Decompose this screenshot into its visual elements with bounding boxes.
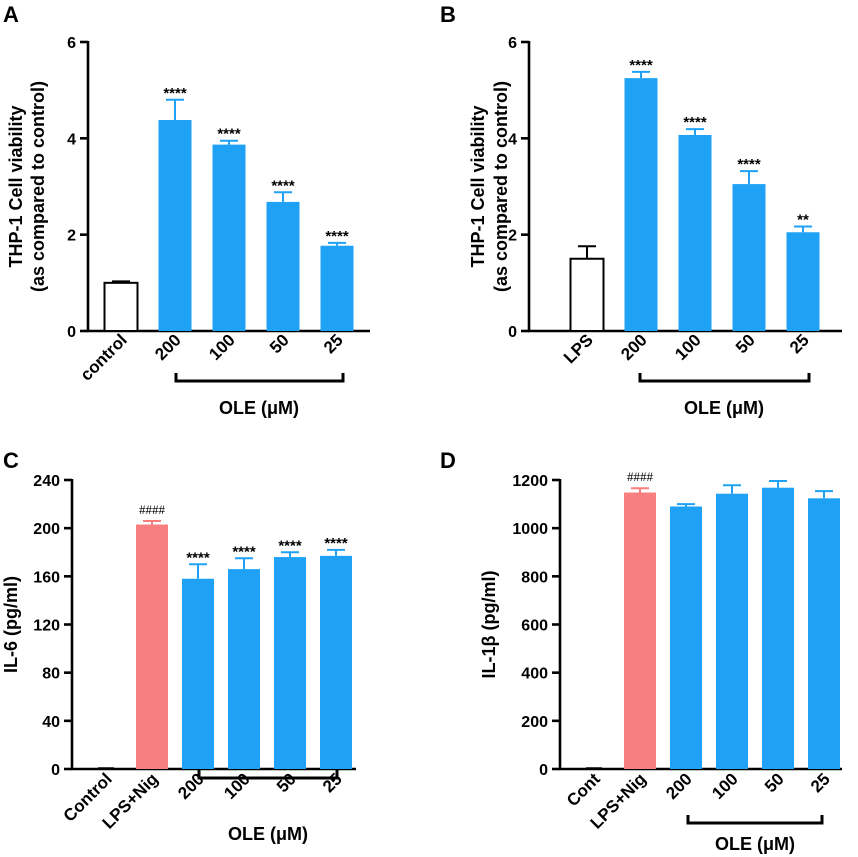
bar [274, 557, 306, 769]
y-tick-label: 0 [508, 324, 517, 341]
panel-letter-b: B [440, 2, 456, 27]
significance-label: **** [232, 543, 256, 560]
x-category-label: 50 [761, 769, 788, 796]
significance-label: ** [797, 211, 809, 228]
x-category-label: 100 [708, 769, 741, 802]
bar [624, 78, 658, 331]
group-label: OLE (μM) [684, 398, 764, 418]
y-tick-label: 4 [67, 131, 76, 148]
group-bracket [197, 770, 339, 780]
x-category-label: 25 [320, 330, 347, 357]
x-category-label: 50 [266, 330, 293, 357]
y-tick-label: 6 [67, 35, 76, 52]
y-tick-label: 200 [521, 714, 548, 731]
significance-label: **** [325, 228, 349, 245]
y-tick-label: 6 [508, 35, 517, 52]
y-tick-label: 160 [33, 569, 60, 586]
bar [182, 578, 214, 769]
chart-panel-b: 0 2 4 6 THP-1 Cell viability (as compared to … [468, 35, 842, 418]
x-category-label: 200 [151, 330, 184, 363]
y-tick-label: 4 [508, 131, 517, 148]
x-category-label: 200 [617, 330, 650, 363]
significance-label: **** [629, 57, 653, 74]
bar [569, 257, 605, 332]
x-category-label: 50 [273, 769, 300, 796]
y-axis-label-line2: (as compared to control) [28, 81, 48, 292]
group-label: OLE (μM) [228, 824, 308, 844]
bar [266, 201, 300, 331]
chart-panel-a: 0 2 4 6 THP-1 Cell viability (as compared to … [6, 35, 370, 418]
bar [678, 134, 712, 331]
bar [808, 498, 840, 769]
y-tick-label: 800 [521, 569, 548, 586]
y-tick-label: 80 [42, 666, 60, 683]
bar [762, 487, 794, 769]
significance-label: #### [627, 469, 654, 484]
bar [103, 281, 139, 333]
group-label: OLE (μM) [715, 834, 795, 854]
y-axis-label: IL-1β (pg/ml) [479, 571, 499, 679]
y-tick-label: 2 [508, 228, 517, 245]
y-tick-label: 0 [67, 324, 76, 341]
y-tick-label: 120 [33, 618, 60, 635]
significance-label: **** [186, 549, 210, 566]
y-tick-label: 1000 [512, 521, 548, 538]
significance-label: #### [139, 502, 166, 517]
significance-label: **** [737, 156, 761, 173]
y-tick-label: 600 [521, 618, 548, 635]
group-bracket [638, 373, 811, 383]
bar [716, 493, 748, 769]
bar [158, 120, 192, 331]
y-tick-label: 2 [67, 228, 76, 245]
group-bracket [686, 815, 824, 825]
significance-label: **** [217, 126, 241, 143]
significance-label: **** [278, 537, 302, 554]
y-tick-label: 0 [51, 762, 60, 779]
y-axis-label: THP-1 Cell viability [6, 105, 26, 267]
bar [320, 555, 352, 769]
group-bracket [174, 373, 345, 383]
chart-panel-d: 0 200 400 600 800 1000 1200 IL-1β (pg/ml) Cont ##… [479, 469, 842, 854]
x-category-label: 25 [807, 769, 834, 796]
y-tick-label: 40 [42, 714, 60, 731]
panel-letter-d: D [440, 448, 456, 473]
y-axis-label-line2: (as compared to control) [491, 81, 511, 292]
y-tick-label: 240 [33, 473, 60, 490]
bar [786, 232, 820, 331]
bar [624, 492, 656, 769]
group-label: OLE (μM) [219, 398, 299, 418]
x-category-label: Cont [563, 769, 604, 810]
significance-label: **** [163, 85, 187, 102]
bar [670, 506, 702, 769]
x-category-label: 50 [732, 330, 759, 357]
x-category-label: 100 [671, 330, 704, 363]
y-tick-label: 1200 [512, 473, 548, 490]
x-category-label: 25 [319, 769, 346, 796]
bar [732, 184, 766, 331]
y-axis-label: THP-1 Cell viability [468, 105, 488, 267]
significance-label: **** [324, 535, 348, 552]
bar [136, 524, 168, 769]
x-category-label: LPS [560, 330, 597, 367]
bar [212, 144, 246, 331]
x-category-label: 25 [786, 330, 813, 357]
y-tick-label: 400 [521, 666, 548, 683]
significance-label: **** [683, 114, 707, 131]
x-category-label: 200 [662, 769, 695, 802]
y-axis-label: IL-6 (pg/ml) [1, 576, 21, 673]
panel-letter-a: A [3, 2, 19, 27]
significance-label: **** [271, 177, 295, 194]
y-tick-label: 0 [539, 762, 548, 779]
x-category-label: 100 [205, 330, 238, 363]
y-tick-label: 200 [33, 521, 60, 538]
bar [228, 569, 260, 769]
panel-letter-c: C [3, 448, 19, 473]
x-category-label: 100 [220, 769, 253, 802]
bar [320, 245, 354, 331]
x-category-label: 200 [174, 769, 207, 802]
x-category-label: control [77, 330, 131, 384]
